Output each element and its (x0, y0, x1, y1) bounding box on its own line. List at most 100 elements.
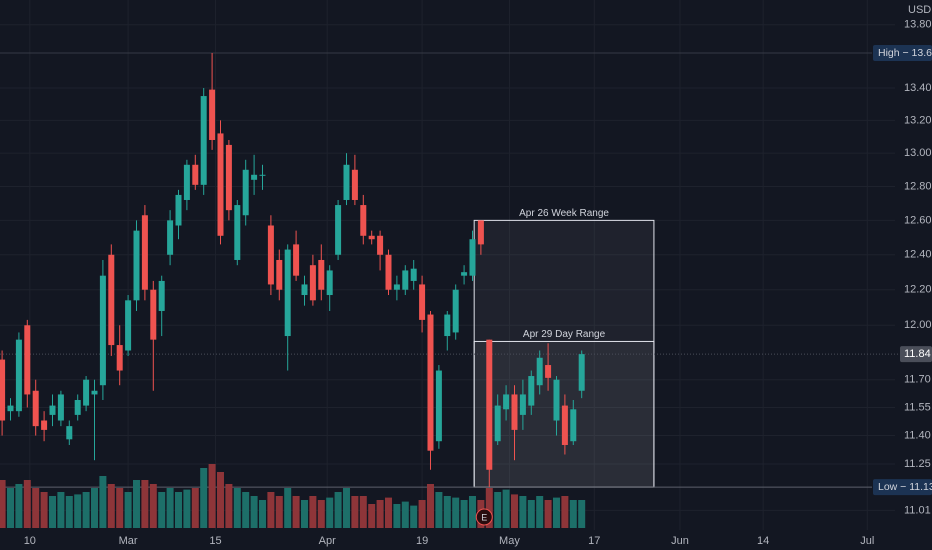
volume-bar (527, 500, 535, 528)
candle-body (385, 254, 392, 290)
candle-body (259, 174, 266, 176)
candle-body (351, 169, 358, 200)
volume-bar (393, 504, 401, 528)
volume-bar (561, 496, 569, 528)
y-tick-label: 12.80 (904, 180, 932, 192)
candle-body (74, 400, 81, 415)
y-tick-label: 11.25 (904, 458, 931, 470)
candle-body (553, 379, 560, 421)
candle-body (511, 394, 518, 430)
volume-bar (267, 492, 275, 528)
volume-bar (48, 496, 56, 528)
candle-body (444, 314, 451, 337)
volume-bar (292, 496, 300, 528)
volume-bar (342, 488, 350, 528)
candle-body (318, 259, 325, 290)
candle-body (494, 405, 501, 442)
y-tick-label: 13.80 (904, 19, 932, 31)
volume-bar (351, 496, 359, 528)
candle-body (200, 96, 207, 185)
volume-bar (74, 494, 82, 528)
candle-body (536, 357, 543, 386)
earnings-marker (475, 508, 493, 526)
candle-body (419, 284, 426, 320)
x-tick-label: 15 (209, 535, 221, 547)
volume-bar (384, 497, 392, 528)
candle-body (24, 325, 31, 395)
candle-body (175, 194, 182, 226)
volume-bar (158, 492, 166, 528)
candle-body (133, 230, 140, 301)
volume-bar (233, 488, 241, 528)
last-price-label: 11.84 (904, 348, 931, 360)
y-tick-label: 13.20 (904, 114, 932, 126)
candle-body (32, 390, 39, 427)
x-tick-label: Apr (319, 535, 336, 547)
candle-body (150, 289, 157, 340)
volume-bar (40, 492, 48, 528)
x-tick-label: Jul (860, 535, 874, 547)
volume-bar (216, 472, 224, 528)
candle-body (91, 390, 98, 395)
x-tick-label: Mar (119, 535, 138, 547)
earnings-label: E (481, 512, 487, 522)
x-tick-label: 19 (416, 535, 428, 547)
volume-bar (82, 492, 90, 528)
candle-body (293, 244, 300, 276)
candle-body (301, 284, 308, 296)
volume-bar (23, 480, 31, 528)
high-badge (873, 45, 932, 62)
candle-body (570, 409, 577, 442)
volume-bar (309, 496, 317, 528)
volume-bar (15, 484, 23, 528)
x-tick-label: Jun (671, 535, 689, 547)
y-tick-label: 12.40 (904, 249, 932, 261)
volume-bar (359, 496, 367, 528)
candle-body (141, 215, 148, 290)
range-label: Apr 26 Week Range (519, 208, 609, 219)
candle-body (57, 394, 64, 421)
candle-body (326, 270, 333, 296)
y-tick-label: 12.20 (904, 284, 932, 296)
volume-bar (317, 500, 325, 528)
volume-bar (57, 492, 65, 528)
x-tick-label: 17 (588, 535, 600, 547)
volume-bar (519, 496, 527, 528)
volume-bar (485, 488, 493, 528)
volume-bar (174, 492, 182, 528)
volume-bar (510, 494, 518, 528)
candle-body (461, 272, 468, 276)
volume-bar (107, 484, 115, 528)
volume-bar (368, 504, 376, 528)
candle-body (183, 164, 190, 200)
candle-body (410, 268, 417, 281)
volume-bar (334, 492, 342, 528)
volume-bar (6, 488, 14, 528)
x-tick-label: 10 (24, 535, 36, 547)
candle-body (158, 280, 165, 311)
volume-bar (418, 500, 426, 528)
candle-body (309, 265, 316, 301)
volume-bar (426, 484, 434, 528)
candle-body (116, 345, 123, 371)
volume-bar (0, 480, 6, 528)
candle-body (503, 394, 510, 410)
volume-bar (90, 488, 98, 528)
candle-body (343, 164, 350, 200)
candle-body (427, 314, 434, 451)
candle-body (360, 205, 367, 236)
volume-bar (435, 492, 443, 528)
candle-body (402, 270, 409, 290)
volume-bar (326, 497, 334, 528)
volume-bar (468, 496, 476, 528)
volume-bar (32, 488, 40, 528)
volume-bar (191, 488, 199, 528)
y-tick-label: 13.00 (904, 147, 932, 159)
volume-bar (552, 497, 560, 528)
volume-bar (300, 500, 308, 528)
high-badge-label: High − 13.62 (878, 47, 932, 59)
candle-body (0, 359, 6, 421)
candle-body (41, 420, 48, 430)
candle-body (335, 205, 342, 255)
volume-bar (149, 484, 157, 528)
